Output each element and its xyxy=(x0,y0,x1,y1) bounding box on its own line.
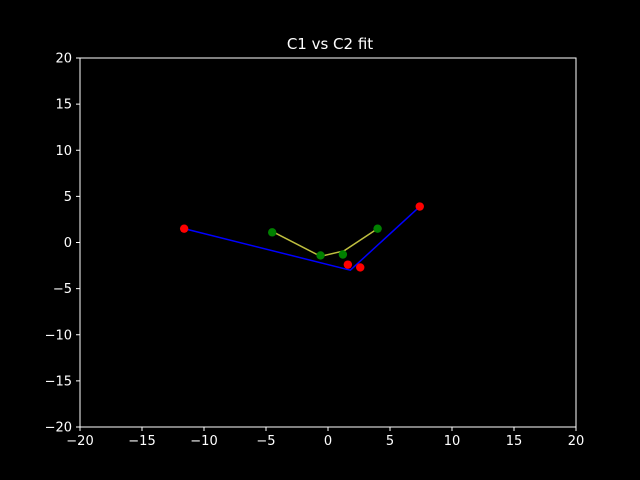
x-tick-label: −15 xyxy=(128,434,155,449)
x-tick-label: 15 xyxy=(506,434,523,449)
series-line-1 xyxy=(271,228,379,258)
axes-frame xyxy=(79,57,577,428)
data-point xyxy=(179,224,189,233)
data-point xyxy=(338,250,348,259)
x-tick-label: 0 xyxy=(324,434,332,449)
y-tick-label: −10 xyxy=(45,328,72,343)
data-point xyxy=(373,224,382,233)
chart-title: C1 vs C2 fit xyxy=(287,35,373,53)
data-point xyxy=(356,263,365,272)
x-axis: −20 −15 −10 −5 0 5 10 15 20 xyxy=(66,427,584,449)
y-tick-label: −5 xyxy=(53,282,72,297)
x-tick-label: −5 xyxy=(256,434,275,449)
y-tick-label: −20 xyxy=(45,421,72,436)
y-tick-label: 15 xyxy=(55,98,72,113)
y-axis: −20 −15 −10 −5 0 5 10 15 20 xyxy=(45,52,80,436)
y-tick-label: −15 xyxy=(45,374,72,389)
x-tick-label: 20 xyxy=(568,434,585,449)
x-tick-label: 10 xyxy=(444,434,461,449)
x-tick-label: −20 xyxy=(66,434,93,449)
data-point xyxy=(343,260,353,269)
plot-area xyxy=(179,202,424,272)
y-tick-label: 10 xyxy=(55,144,72,159)
x-tick-label: −10 xyxy=(190,434,217,449)
data-point xyxy=(316,251,325,260)
y-tick-label: 20 xyxy=(55,52,72,67)
y-tick-label: 5 xyxy=(64,190,72,205)
data-point xyxy=(268,228,277,237)
x-tick-label: 5 xyxy=(386,434,394,449)
series-line-0 xyxy=(183,205,421,272)
y-tick-label: 0 xyxy=(64,236,72,251)
data-point xyxy=(415,202,424,211)
